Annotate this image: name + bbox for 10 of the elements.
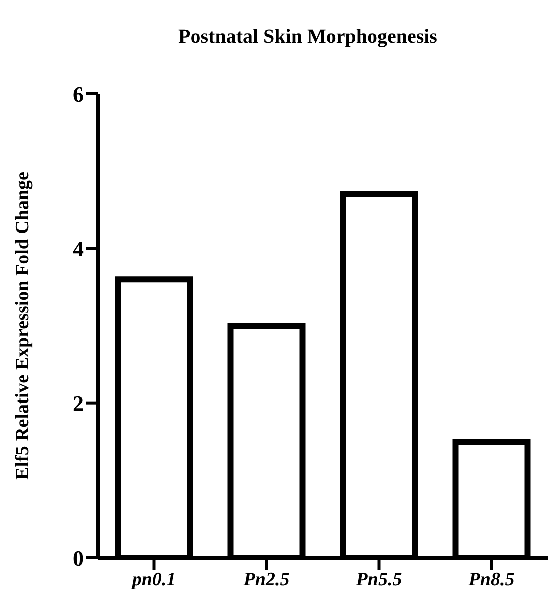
y-axis-title: Elf5 Relative Expression Fold Change xyxy=(12,172,34,480)
chart-title: Postnatal Skin Morphogenesis xyxy=(178,25,438,50)
y-tick-label: 0 xyxy=(73,546,84,571)
y-tick-label: 6 xyxy=(73,82,84,107)
y-tick-label: 4 xyxy=(73,236,84,262)
x-tick-label: Pn2.5 xyxy=(242,569,290,590)
y-tick-label: 2 xyxy=(73,391,84,416)
x-tick-label: Pn8.5 xyxy=(468,569,516,590)
x-tick-label: pn0.1 xyxy=(130,569,176,590)
x-tick-label: Pn5.5 xyxy=(355,569,403,590)
